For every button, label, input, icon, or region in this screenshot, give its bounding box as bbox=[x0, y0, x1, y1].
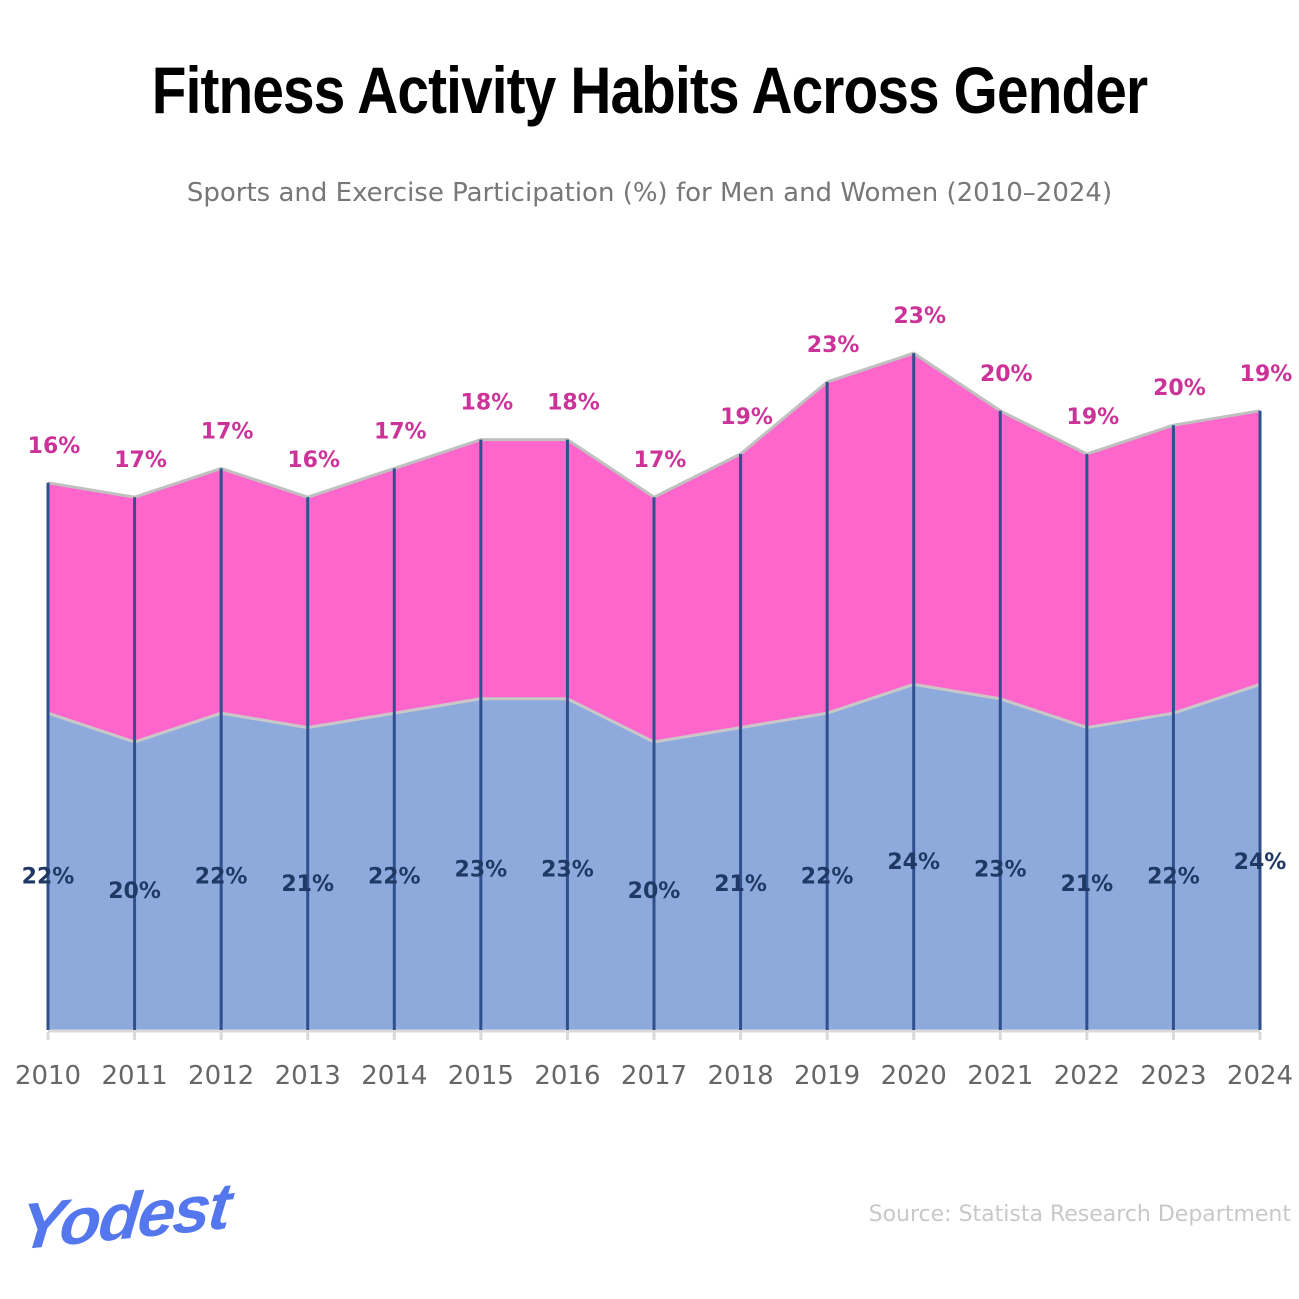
series-2-data-label: 17% bbox=[374, 419, 427, 444]
x-tick-label: 2023 bbox=[1140, 1061, 1206, 1091]
series-1-data-label: 24% bbox=[1234, 850, 1287, 875]
series-1-data-label: 22% bbox=[195, 865, 248, 890]
x-tick-label: 2019 bbox=[794, 1061, 860, 1091]
series-2-data-label: 20% bbox=[1153, 376, 1206, 401]
series-1-data-label: 20% bbox=[108, 879, 161, 904]
series-1-data-label: 22% bbox=[1147, 865, 1200, 890]
source-note: Source: Statista Research Department bbox=[868, 1202, 1291, 1227]
series-1-data-label: 23% bbox=[541, 857, 594, 882]
series-1-data-label: 22% bbox=[368, 865, 421, 890]
series-2-data-label: 23% bbox=[893, 304, 946, 329]
series-2-data-label: 16% bbox=[287, 448, 340, 473]
series-1-data-label: 24% bbox=[887, 850, 940, 875]
series-1-data-label: 20% bbox=[628, 879, 681, 904]
x-tick-label: 2024 bbox=[1227, 1061, 1293, 1091]
series-1-data-label: 22% bbox=[801, 865, 854, 890]
series-2-data-label: 19% bbox=[720, 405, 773, 430]
x-tick-label: 2020 bbox=[881, 1061, 947, 1091]
x-tick-label: 2012 bbox=[188, 1061, 254, 1091]
x-tick-label: 2017 bbox=[621, 1061, 687, 1091]
chart-subtitle: Sports and Exercise Participation (%) fo… bbox=[186, 178, 1113, 208]
chart-title: Fitness Activity Habits Across Gender bbox=[151, 53, 1148, 127]
x-tick-label: 2011 bbox=[101, 1061, 167, 1091]
series-1-data-label: 21% bbox=[281, 872, 334, 897]
series-2-data-label: 20% bbox=[980, 362, 1033, 387]
x-tick-label: 2010 bbox=[15, 1061, 81, 1091]
series-2-data-label: 17% bbox=[201, 419, 254, 444]
x-tick-label: 2013 bbox=[275, 1061, 341, 1091]
series-1-data-label: 23% bbox=[974, 857, 1027, 882]
series-1-data-label: 21% bbox=[714, 872, 767, 897]
series-2-data-label: 17% bbox=[634, 448, 687, 473]
series-1-data-label: 22% bbox=[22, 865, 75, 890]
x-tick-label: 2015 bbox=[448, 1061, 514, 1091]
series-2-data-label: 16% bbox=[28, 434, 81, 459]
series-1-data-label: 21% bbox=[1061, 872, 1114, 897]
x-tick-label: 2016 bbox=[534, 1061, 600, 1091]
x-tick-label: 2022 bbox=[1054, 1061, 1120, 1091]
series-2-data-label: 18% bbox=[547, 391, 600, 416]
series-2-data-label: 19% bbox=[1067, 405, 1120, 430]
x-tick-label: 2021 bbox=[967, 1061, 1033, 1091]
series-2-data-label: 19% bbox=[1240, 362, 1293, 387]
x-tick-label: 2014 bbox=[361, 1061, 427, 1091]
series-2-data-label: 18% bbox=[461, 391, 514, 416]
series-2-data-label: 23% bbox=[807, 333, 860, 358]
series-2-data-label: 17% bbox=[114, 448, 167, 473]
series-1-data-label: 23% bbox=[455, 857, 508, 882]
x-tick-label: 2018 bbox=[707, 1061, 773, 1091]
